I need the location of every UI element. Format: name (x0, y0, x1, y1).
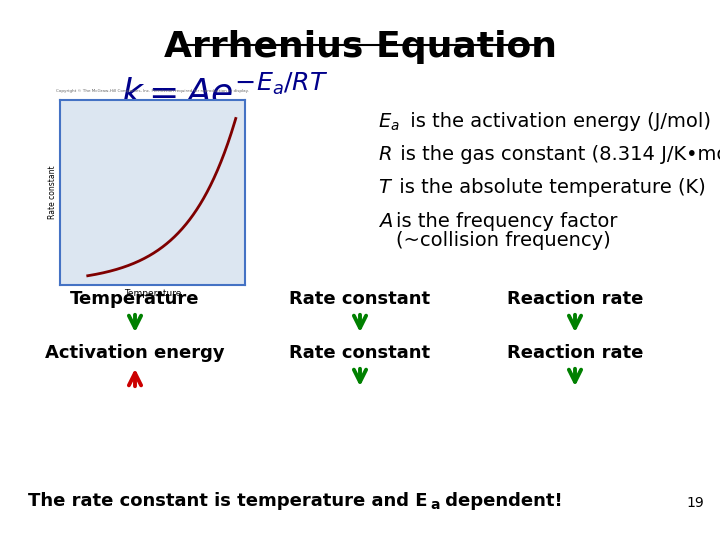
Text: is the gas constant (8.314 J/K•mol): is the gas constant (8.314 J/K•mol) (394, 145, 720, 164)
Text: $\it{A}$: $\it{A}$ (378, 212, 393, 231)
Text: a: a (430, 498, 439, 512)
Text: Activation energy: Activation energy (45, 344, 225, 362)
X-axis label: Temperature: Temperature (124, 289, 181, 298)
Text: dependent!: dependent! (439, 492, 562, 510)
Text: $k = Ae^{-E_a/RT}$: $k = Ae^{-E_a/RT}$ (122, 75, 328, 111)
Text: is the absolute temperature (K): is the absolute temperature (K) (393, 178, 706, 197)
Text: Copyright © The McGraw-Hill Companies, Inc. Permission required for reproduction: Copyright © The McGraw-Hill Companies, I… (56, 89, 249, 93)
Text: (~collision frequency): (~collision frequency) (396, 231, 611, 250)
Text: $\it{R}$: $\it{R}$ (378, 145, 392, 164)
Text: Reaction rate: Reaction rate (507, 344, 643, 362)
Text: $\it{E_a}$: $\it{E_a}$ (378, 112, 400, 133)
Text: $\it{T}$: $\it{T}$ (378, 178, 393, 197)
Text: Temperature: Temperature (71, 290, 199, 308)
Text: is the activation energy (J/mol): is the activation energy (J/mol) (404, 112, 711, 131)
Text: The rate constant is temperature and E: The rate constant is temperature and E (28, 492, 428, 510)
Y-axis label: Rate constant: Rate constant (48, 166, 57, 219)
Text: Reaction rate: Reaction rate (507, 290, 643, 308)
Text: is the frequency factor: is the frequency factor (396, 212, 618, 231)
Text: Rate constant: Rate constant (289, 344, 431, 362)
Text: 19: 19 (686, 496, 704, 510)
Text: Arrhenius Equation: Arrhenius Equation (163, 30, 557, 64)
Text: Rate constant: Rate constant (289, 290, 431, 308)
